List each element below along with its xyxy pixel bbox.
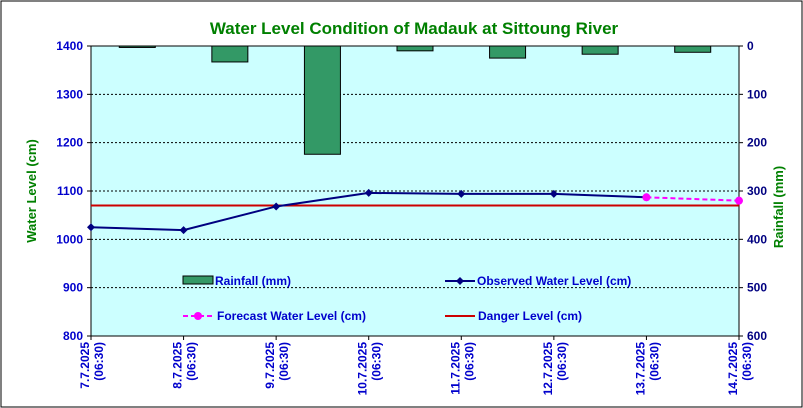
left-tick-label: 1100 (57, 184, 83, 198)
forecast-point (642, 193, 651, 202)
x-tick-time: (06:30) (92, 342, 106, 381)
left-tick-label: 1200 (56, 136, 83, 150)
x-tick-time: (06:30) (185, 342, 199, 381)
legend-item-observed: Observed Water Level (cm) (445, 274, 631, 288)
x-tick-time: (06:30) (462, 342, 476, 381)
y-axis-left-label: Water Level (cm) (24, 139, 39, 243)
x-tick-label: 10.7.2025 (06:30) (356, 342, 384, 396)
grid-layer (91, 93, 739, 289)
legend-label-rainfall: Rainfall (mm) (215, 274, 291, 288)
left-tick-label: 900 (63, 281, 83, 295)
x-tick-label: 7.7.2025 (06:30) (78, 342, 106, 389)
x-axis-ticks: 7.7.2025 (06:30) 8.7.2025 (06:30) 9.7.2025 (0… (78, 336, 754, 395)
legend-marker-observed (456, 277, 464, 285)
legend-item-rainfall: Rainfall (mm) (182, 274, 291, 288)
rainfall-bar (489, 45, 527, 59)
right-tick-label: 200 (747, 136, 767, 150)
x-tick-date: 10.7.2025 (356, 342, 370, 396)
legend-label-observed: Observed Water Level (cm) (477, 274, 631, 288)
x-tick-label: 14.7.2025 (06:30) (726, 342, 754, 396)
legend-label-forecast: Forecast Water Level (cm) (217, 309, 366, 323)
x-tick-date: 11.7.2025 (448, 342, 462, 395)
rainfall-bar (674, 45, 712, 53)
x-tick-label: 11.7.2025 (06:30) (448, 342, 476, 395)
legend-marker-forecast (194, 312, 202, 320)
y-axis-right-label: Rainfall (mm) (771, 166, 786, 248)
right-tick-label: 500 (747, 281, 767, 295)
observed-point (179, 226, 188, 235)
chart-title: Water Level Condition of Madauk at Sitto… (210, 19, 619, 38)
rainfall-bar (211, 45, 249, 63)
rainfall-bars (118, 45, 712, 155)
left-tick-label: 1400 (56, 39, 83, 53)
legend-label-danger: Danger Level (cm) (478, 309, 582, 323)
x-tick-time: (06:30) (277, 342, 291, 381)
x-tick-label: 9.7.2025 (06:30) (263, 342, 291, 389)
x-tick-date: 14.7.2025 (726, 342, 740, 396)
left-tick-label: 1000 (56, 232, 83, 246)
legend-item-danger: Danger Level (cm) (445, 309, 582, 323)
right-tick-label: 600 (747, 329, 767, 343)
x-tick-date: 7.7.2025 (78, 342, 92, 389)
right-tick-label: 0 (747, 39, 754, 53)
x-tick-time: (06:30) (370, 342, 384, 381)
forecast-point (735, 196, 743, 205)
right-tick-label: 400 (747, 232, 767, 246)
x-tick-time: (06:30) (555, 342, 569, 381)
rainfall-bar (303, 45, 341, 155)
left-tick-label: 1300 (56, 87, 83, 101)
x-tick-time: (06:30) (647, 342, 661, 381)
x-tick-date: 9.7.2025 (263, 342, 277, 389)
right-tick-label: 300 (747, 184, 767, 198)
observed-point (87, 223, 95, 232)
forecast-water-level-series (642, 193, 743, 205)
rainfall-bar (581, 45, 619, 55)
legend: Rainfall (mm) Observed Water Level (cm) … (182, 274, 631, 323)
observed-point (457, 189, 466, 198)
x-tick-date: 8.7.2025 (171, 342, 185, 389)
observed-point (549, 189, 558, 198)
right-axis-ticks: 0 100 200 300 400 500 600 (739, 39, 767, 343)
observed-point (272, 202, 281, 211)
x-tick-date: 13.7.2025 (633, 342, 647, 396)
x-tick-label: 12.7.2025 (06:30) (541, 342, 569, 396)
left-axis-ticks: 800 900 1000 1100 1200 1300 1400 (56, 39, 91, 343)
x-tick-label: 8.7.2025 (06:30) (171, 342, 199, 389)
x-tick-label: 13.7.2025 (06:30) (633, 342, 661, 396)
rainfall-bar (396, 45, 434, 52)
observed-water-level-series (87, 188, 651, 235)
x-tick-date: 12.7.2025 (541, 342, 555, 396)
x-tick-time: (06:30) (740, 342, 754, 381)
left-tick-label: 800 (63, 329, 83, 343)
right-tick-label: 100 (747, 87, 767, 101)
observed-point (364, 188, 373, 197)
rainfall-bar (118, 45, 156, 48)
legend-swatch-rainfall (182, 275, 214, 285)
legend-item-forecast: Forecast Water Level (cm) (183, 309, 366, 323)
